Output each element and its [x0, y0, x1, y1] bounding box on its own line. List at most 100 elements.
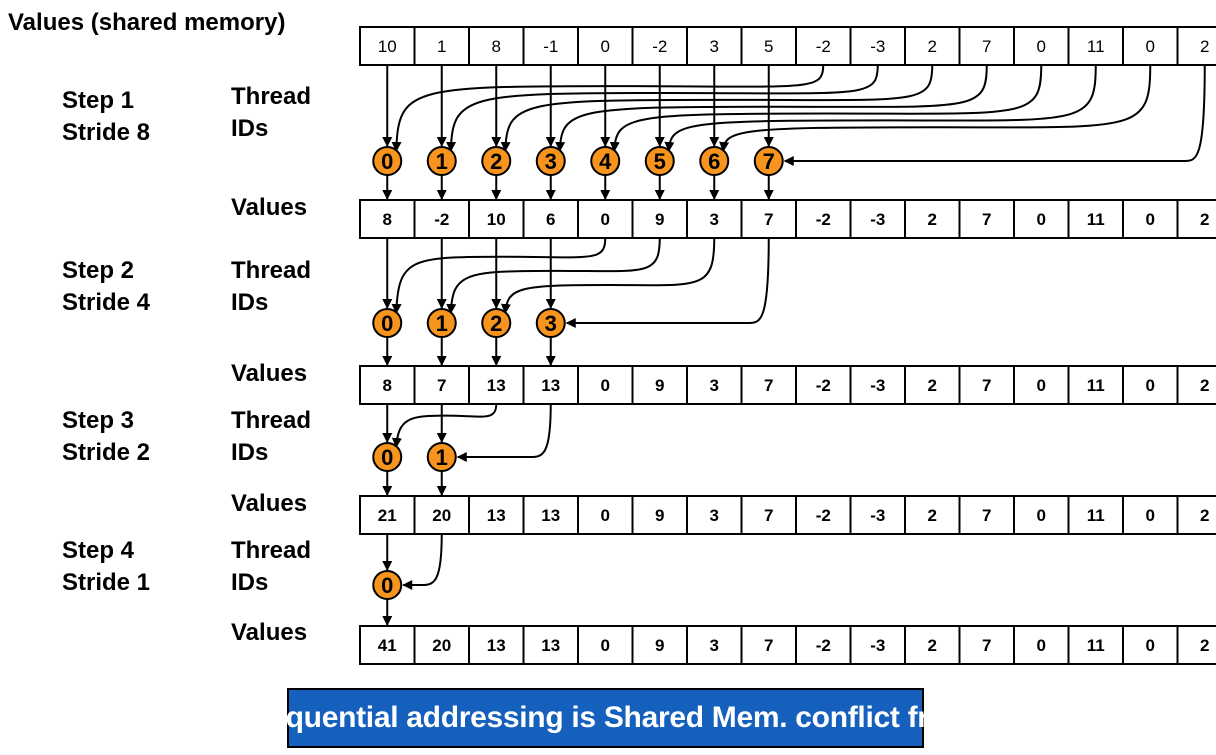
thread-node: 0 — [372, 442, 403, 472]
value-cell — [795, 625, 852, 665]
value-cell — [740, 495, 797, 535]
value-cell — [413, 199, 470, 239]
thread-label: Thread — [231, 257, 311, 284]
step-label: Step 2 — [62, 257, 134, 284]
values-label: Values — [231, 619, 307, 646]
title-label: Values (shared memory) — [8, 9, 285, 36]
value-cell — [1067, 365, 1124, 405]
value-cell-text: 20 — [432, 636, 451, 655]
stride-label: Stride 1 — [62, 569, 150, 596]
thread-circle — [426, 442, 457, 472]
arrows-layer — [382, 64, 1206, 626]
value-cell — [904, 26, 961, 66]
thread-id: 4 — [599, 149, 612, 174]
value-cell-text: -2 — [816, 210, 831, 229]
thread-node: 2 — [481, 308, 512, 338]
value-cell-text: 3 — [710, 506, 719, 525]
value-cell-text: 21 — [378, 506, 397, 525]
thread-id: 5 — [654, 149, 666, 174]
value-cell-text: 7 — [982, 37, 991, 56]
stride-arrow — [664, 64, 1097, 152]
value-cell — [1067, 199, 1124, 239]
labels-layer: Values (shared memory) Step 1 Stride 8 Thre… — [8, 9, 311, 646]
value-cell-text: 1 — [437, 37, 446, 56]
value-cell — [1176, 365, 1216, 405]
value-cell-text: 2 — [1200, 636, 1209, 655]
value-cell-text: 0 — [601, 506, 610, 525]
thread-circle — [481, 146, 512, 176]
stride-arrow — [391, 403, 498, 448]
stride-label: Stride 2 — [62, 439, 150, 466]
thread-circle — [372, 570, 403, 600]
thread-id: 0 — [381, 445, 393, 470]
thread-label: Thread — [231, 407, 311, 434]
value-cell — [631, 365, 688, 405]
value-cell — [740, 625, 797, 665]
value-cell — [849, 26, 906, 66]
value-cell-text: 0 — [601, 210, 610, 229]
value-cell — [1013, 365, 1070, 405]
thread-circle — [426, 308, 457, 338]
value-cell — [468, 365, 525, 405]
values-label: Values — [231, 360, 307, 387]
ids-label: IDs — [231, 115, 268, 142]
value-cell-text: 41 — [378, 636, 397, 655]
value-cell — [1013, 26, 1070, 66]
thread-label: Thread — [231, 537, 311, 564]
value-cell-text: 0 — [1037, 636, 1046, 655]
thread-id: 0 — [381, 149, 393, 174]
value-cell — [413, 625, 470, 665]
value-cell — [958, 199, 1015, 239]
thread-node: 5 — [644, 146, 675, 176]
value-cell-text: 0 — [1037, 210, 1046, 229]
thread-id: 2 — [490, 149, 502, 174]
value-cell — [958, 495, 1015, 535]
value-cell — [1176, 26, 1216, 66]
value-cell-text: 11 — [1087, 636, 1105, 655]
value-cell-text: 7 — [437, 376, 446, 395]
value-cell-text: 2 — [928, 636, 937, 655]
thread-node: 2 — [481, 146, 512, 176]
values-row-1: 8 -2 10 6 0 9 3 7 -2 -3 2 7 0 11 0 2 — [359, 199, 1216, 239]
value-cell — [577, 26, 634, 66]
thread-node: 6 — [699, 146, 730, 176]
value-cell — [359, 625, 416, 665]
stride-label: Stride 8 — [62, 119, 150, 146]
value-cell-text: 9 — [655, 210, 664, 229]
thread-node: 1 — [426, 146, 457, 176]
value-cell — [1013, 199, 1070, 239]
value-cell-text: 2 — [1200, 37, 1209, 56]
thread-circle — [753, 146, 784, 176]
value-cell — [795, 365, 852, 405]
value-cell-text: 11 — [1087, 37, 1105, 56]
values-row-3: 21 20 13 13 0 9 3 7 -2 -3 2 7 0 11 0 2 — [359, 495, 1216, 535]
value-cell-text: -3 — [870, 636, 885, 655]
thread-circle — [372, 146, 403, 176]
value-cell-text: 7 — [982, 506, 991, 525]
value-cell — [904, 199, 961, 239]
stride-arrow — [402, 533, 443, 590]
value-cell-text: -2 — [816, 37, 831, 56]
value-cell-text: 7 — [764, 376, 773, 395]
stride-arrow — [500, 237, 716, 314]
stride-arrow — [391, 64, 825, 152]
value-cell-text: 13 — [541, 636, 560, 655]
value-cell-text: 10 — [487, 210, 506, 229]
thread-id: 3 — [545, 149, 557, 174]
value-cell-text: 2 — [928, 376, 937, 395]
value-cell — [795, 199, 852, 239]
thread-node: 4 — [590, 146, 621, 176]
value-cell-text: 7 — [764, 210, 773, 229]
value-cell-text: -3 — [870, 37, 885, 56]
value-cell — [522, 495, 579, 535]
thread-id: 1 — [436, 311, 448, 336]
value-cell-text: 0 — [1146, 636, 1155, 655]
values-label: Values — [231, 490, 307, 517]
value-cell-text: -2 — [434, 210, 449, 229]
value-cell — [904, 625, 961, 665]
thread-label: Thread — [231, 83, 311, 110]
thread-node: 3 — [535, 308, 566, 338]
value-cell-text: 0 — [1037, 376, 1046, 395]
value-cell-text: -1 — [543, 37, 558, 56]
